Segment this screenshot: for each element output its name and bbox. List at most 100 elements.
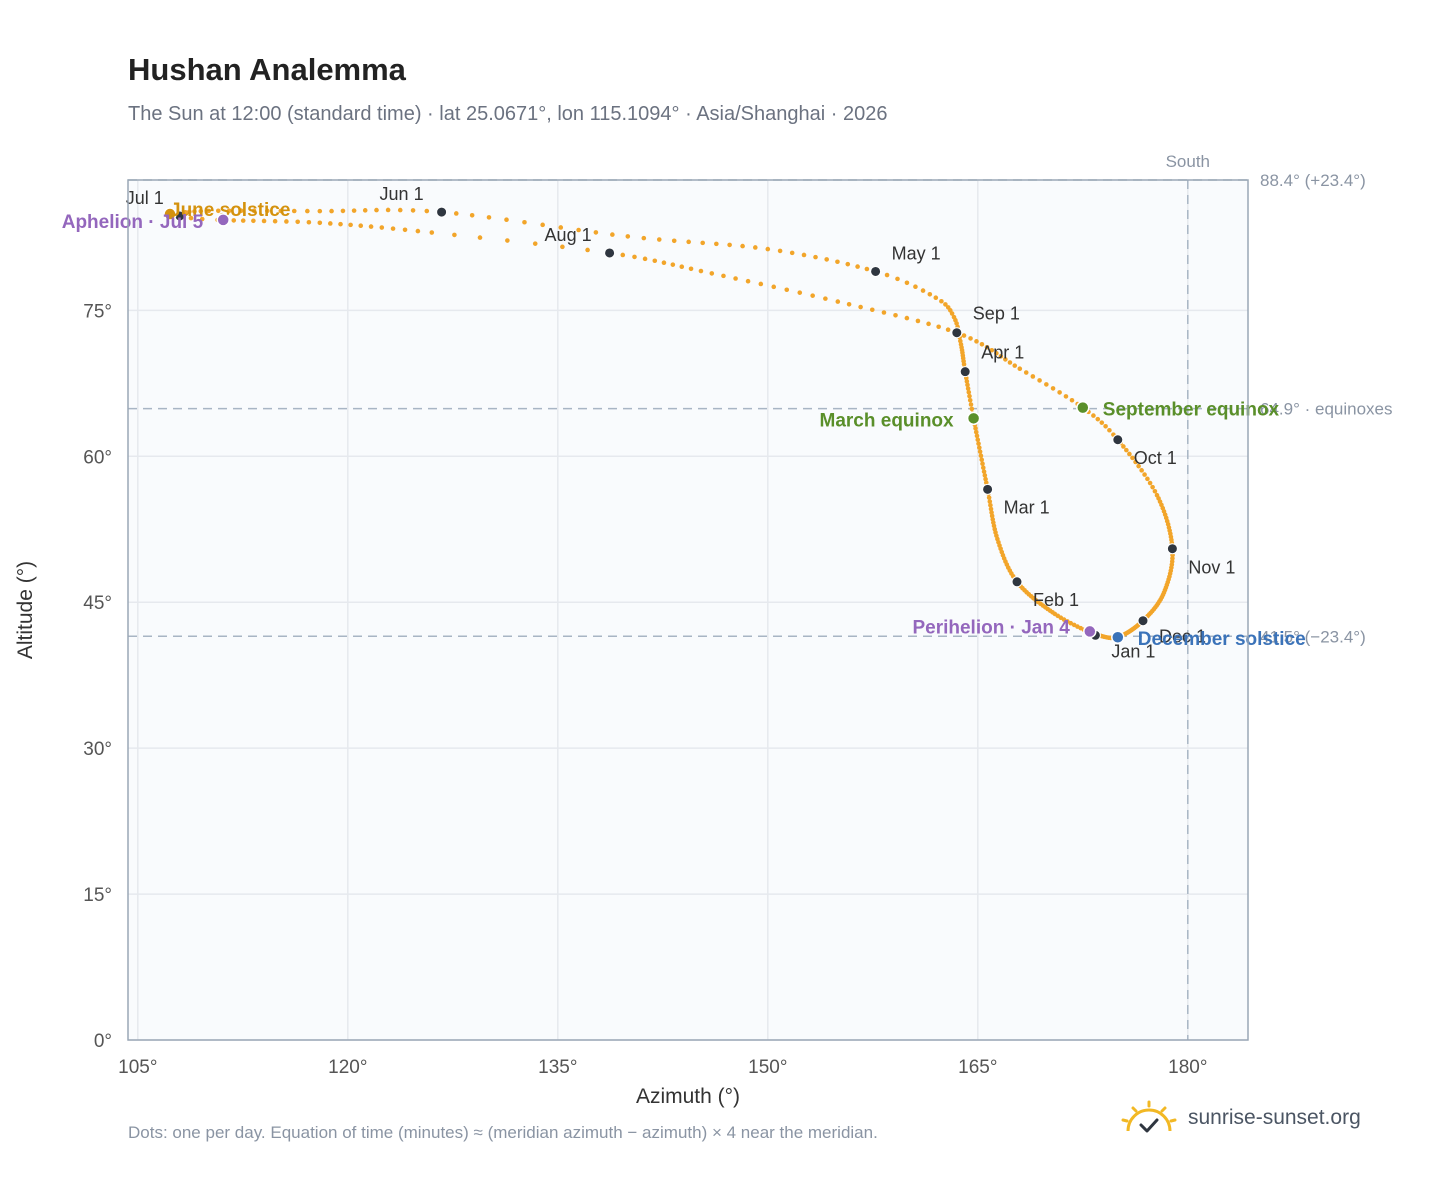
day-dot [733,276,738,281]
y-tick-label: 15° [83,885,112,906]
month-marker [1137,615,1149,627]
day-dot [982,473,988,478]
day-dot [721,273,726,279]
day-dot [835,259,840,265]
day-dot [317,208,323,214]
event-marker [216,213,230,227]
day-dot [967,397,973,403]
plot-frame [127,179,1249,1041]
day-dot [926,321,931,327]
reference-label: 88.4° (+23.4°) [1260,171,1366,190]
month-label: Apr 1 [981,343,1024,363]
event-label: Aphelion · Jul 5 [62,212,204,233]
day-dot [979,341,985,347]
x-tick-label: 180° [1168,1057,1207,1078]
y-tick-label: 60° [83,447,112,468]
day-dot [1139,468,1144,473]
day-dot [983,476,988,482]
event-marker [163,207,177,221]
month-label: Feb 1 [1033,590,1079,610]
month-label: Dec 1 [1159,627,1206,647]
day-dot [987,499,993,504]
day-dot [452,232,457,238]
day-dot [251,218,256,224]
event-marker [966,411,981,426]
day-dot [958,338,963,344]
day-dot [187,209,192,215]
day-dot [979,457,985,463]
day-dot [823,296,828,301]
day-dot [686,239,691,245]
event-label: Perihelion · Jan 4 [912,617,1070,638]
day-dot [540,222,545,228]
day-dot [351,208,357,213]
axis-ticks: 105° 120° 135° 150° 165° 180° 0° 15° 30° 45° 60° 75… [83,301,1207,1078]
day-dot [881,310,887,315]
meridian-label: South [1166,152,1210,171]
day-dot [961,333,967,338]
day-dot [477,235,483,240]
x-tick-label: 105° [118,1057,157,1078]
chart-title: Hushan Analemma [128,52,406,87]
event-label: December solstice [1138,629,1306,650]
day-dot [983,480,989,485]
day-dot [801,252,807,258]
day-dot [317,220,323,226]
day-dot [329,208,334,214]
day-dot [642,256,648,262]
day-dot [379,225,385,230]
day-dot [978,453,984,458]
day-dot [390,226,396,231]
x-tick-label: 135° [538,1057,577,1078]
day-dot [306,219,312,225]
day-dot [374,207,379,213]
day-dot [927,291,933,297]
day-dot [1023,370,1029,375]
day-dot [1130,455,1135,461]
day-dot [652,258,658,264]
day-dot [965,386,971,391]
day-dot [990,517,996,522]
day-dot [358,223,364,228]
y-tick-label: 45° [83,593,112,614]
day-dot [980,465,986,470]
day-dot [777,248,783,254]
day-dot [1007,360,1013,365]
day-dot [758,281,764,287]
month-marker [1011,576,1023,588]
day-dot [215,208,221,214]
day-dot [1044,382,1049,387]
brand[interactable]: sunrise-sunset.org [1120,1100,1361,1136]
day-dot [522,219,527,225]
day-dot [1091,413,1096,418]
day-dot [998,354,1004,359]
day-dot [656,237,662,242]
day-dot [727,242,732,248]
day-dot [328,221,333,226]
month-label: Nov 1 [1188,558,1235,578]
day-dot [989,347,995,353]
day-dot [1099,420,1105,425]
day-dot [845,261,851,267]
day-dot [977,449,983,454]
month-label: Oct 1 [1134,448,1177,468]
sun-check-icon [1121,1100,1177,1133]
day-dot [913,284,918,290]
day-dot [771,284,777,290]
day-dot [765,246,771,252]
day-dot [410,208,416,213]
day-dot [238,208,244,214]
day-dot [988,503,993,508]
day-dot [1133,459,1138,465]
month-markers: Jan 1 Feb 1 Mar 1 Apr 1 May 1 Jun 1 Jul 1 Aug 1… [126,184,1236,661]
day-dot [1107,427,1112,433]
day-dot [272,218,278,224]
event-label: June solstice [170,200,290,221]
day-dot [1136,463,1141,469]
day-dot [893,312,898,318]
day-dot [264,208,270,214]
day-dot [966,389,972,395]
day-dot [846,302,852,307]
day-dot [915,318,921,324]
day-dot [1152,488,1158,494]
